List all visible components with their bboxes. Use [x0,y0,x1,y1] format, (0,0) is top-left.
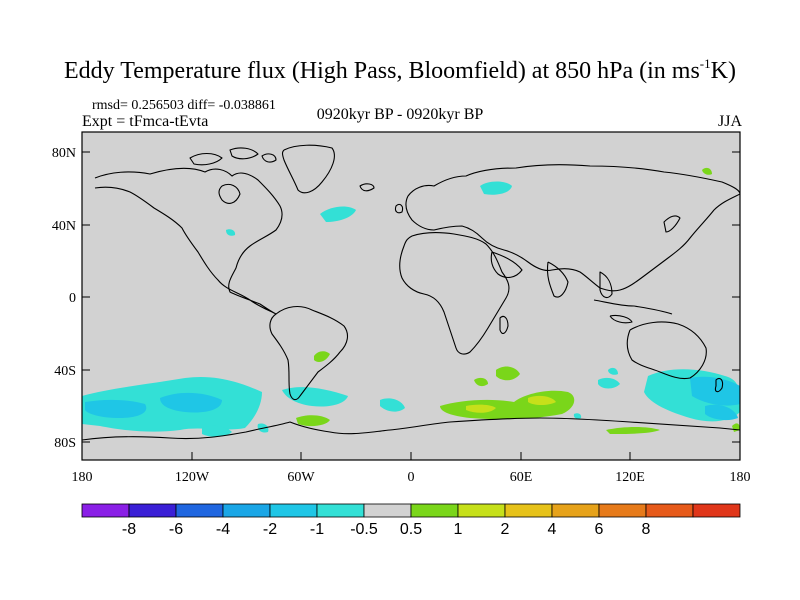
lon-tick-label: 120W [175,470,210,485]
lon-tick-label: 120E [615,470,645,485]
positive-region [496,366,520,381]
arabia-coast [490,251,523,279]
stats-text: rmsd= 0.256503 diff= -0.038861 [92,98,276,113]
india-coast [546,261,569,298]
positive-region [466,404,496,413]
eurasia-coast [405,164,740,292]
lat-tick-label: 40N [52,219,76,234]
negative-region [380,398,405,412]
iceland-coast [359,183,375,192]
coastlines [82,144,740,441]
colorbar-label: 0.5 [400,521,422,538]
season-label: JJA [717,113,742,130]
negative-region [608,367,618,375]
negative-region [573,413,582,419]
colorbar-label: -1 [310,521,324,538]
southeast-asia-coast [599,271,613,299]
british-isles-coast [394,203,404,214]
new-zealand-coast [714,377,724,393]
positive-region [314,351,330,362]
negative-region [226,229,236,236]
colorbar-label: 6 [595,521,604,538]
title-main: Eddy Temperature flux (High Pass, Bloomf… [64,58,700,84]
colorbar-box [128,503,177,518]
negative-region [705,404,738,421]
colorbar-label: -6 [169,521,183,538]
lon-tick-label: 0 [408,470,415,485]
lon-tick-label: 180 [730,470,751,485]
positive-region [702,167,712,175]
period-label: 0920kyr BP - 0920kyr BP [316,106,484,123]
negative-region [160,392,222,413]
negative-region [598,377,620,389]
colorbar-label: 8 [642,521,651,538]
colorbar-box [175,503,224,518]
australia-coast [626,321,707,380]
negative-region [202,425,232,437]
greenland-coast [281,144,335,194]
positive-region [606,427,660,434]
colorbar-box [316,503,365,518]
colorbar-box [504,503,553,518]
map-title: Eddy Temperature flux (High Pass, Bloomf… [0,56,800,85]
title-end: K) [710,58,736,84]
colorbar-box [598,503,647,518]
colorbar-label: -4 [216,521,230,538]
hudson-bay-coast [218,183,241,204]
colorbar-label: -8 [122,521,136,538]
colorbar-box [410,503,459,518]
colorbar [81,503,741,518]
colorbar-box [81,503,130,518]
longitude-axis [81,452,741,460]
colorbar-label: -2 [263,521,277,538]
lon-tick-label: 60E [510,470,533,485]
madagascar-coast [499,315,509,335]
positive-region [474,377,488,387]
lat-tick-label: 40S [54,364,76,379]
japan-coast [663,215,681,233]
negative-region [690,376,740,406]
negative-region [320,206,356,222]
africa-coast [399,232,510,355]
colorbar-labels: -8 -6 -4 -2 -1 -0.5 0.5 1 2 4 6 8 [122,521,651,538]
lat-tick-label: 80S [54,436,76,451]
negative-region [85,399,147,418]
positive-region [296,415,330,427]
latitude-axis [82,151,740,443]
negative-region [480,181,512,195]
colorbar-label: 2 [501,521,510,538]
south-america-coast [269,305,349,401]
latitude-labels: 80N 40N 0 40S 80S [52,146,76,451]
lon-tick-label: 60W [287,470,315,485]
lat-tick-label: 0 [69,291,76,306]
colorbar-box [363,503,412,518]
lon-tick-label: 180 [72,470,93,485]
antarctica-coast [82,417,740,441]
colorbar-label: 1 [454,521,463,538]
colorbar-box [645,503,694,518]
positive-region [528,395,556,405]
colorbar-box [457,503,506,518]
longitude-labels: 180 120W 60W 0 60E 120E 180 [72,470,751,485]
lat-tick-label: 80N [52,146,76,161]
colorbar-box [692,503,741,518]
colorbar-label: 4 [548,521,557,538]
title-superscript: -1 [699,56,711,71]
colorbar-box [551,503,600,518]
north-america-coast [94,167,283,315]
indonesia-coast [593,299,673,324]
experiment-label: Expt = tFmca-tEvta [82,113,209,130]
colorbar-box [222,503,271,518]
colorbar-box [269,503,318,518]
negative-region [282,387,348,407]
arctic-islands-coast [189,147,277,166]
colorbar-label: -0.5 [350,521,378,538]
